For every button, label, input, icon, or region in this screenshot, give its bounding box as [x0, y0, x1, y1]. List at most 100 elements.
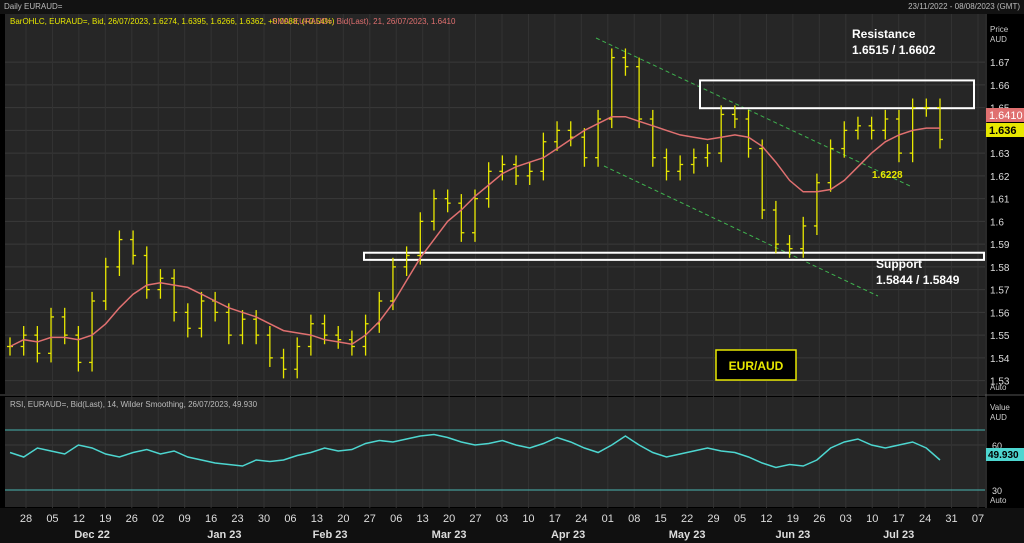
ohlc-legend: BarOHLC, EURAUD=, Bid, 26/07/2023, 1.627…: [10, 17, 335, 26]
sma-legend: SMA, EURAUD=, Bid(Last), 21, 26/07/2023,…: [272, 17, 456, 26]
rsi-value-tag: [986, 448, 1024, 461]
ohlc-bar: [813, 173, 820, 236]
x-day-label: 05: [734, 513, 746, 525]
price-tick-label: 1.53: [990, 377, 1010, 388]
ohlc-bar: [827, 139, 834, 192]
price-axis-unit: AUD: [990, 35, 1007, 44]
ohlc-bar: [772, 200, 779, 254]
ohlc-bar: [294, 337, 301, 379]
ohlc-bar: [266, 326, 273, 367]
rsi-auto-label[interactable]: Auto: [990, 496, 1007, 505]
x-month-label: Jun 23: [775, 529, 810, 541]
x-day-label: 23: [231, 513, 243, 525]
x-month-label: Dec 22: [74, 529, 109, 541]
ohlc-bar: [540, 132, 547, 181]
rsi-axis-title: Value: [990, 403, 1010, 412]
ohlc-bar: [745, 109, 752, 158]
ohlc-bar: [704, 144, 711, 167]
x-axis-panel: [0, 508, 1024, 543]
x-day-label: 19: [99, 513, 111, 525]
ohlc-bar: [718, 105, 725, 163]
ohlc-bar: [444, 189, 451, 213]
ohlc-bar: [253, 310, 260, 345]
ohlc-bar: [513, 155, 520, 185]
ohlc-bar: [171, 269, 178, 322]
ohlc-bar: [403, 246, 410, 276]
rsi-value-tag-text: 49.930: [988, 450, 1019, 461]
x-day-label: 06: [390, 513, 402, 525]
x-day-label: 13: [311, 513, 323, 525]
ohlc-bar: [731, 105, 738, 129]
resistance-zone: [699, 79, 975, 110]
price-grid: [5, 61, 985, 382]
rsi-reference-lines: [5, 429, 985, 491]
window-title: Daily EURAUD=: [4, 2, 63, 11]
ohlc-bar: [75, 326, 82, 372]
ohlc-bar: [198, 291, 205, 338]
ohlc-bar: [458, 194, 465, 242]
x-day-label: 20: [337, 513, 349, 525]
price-tick-label: 1.54: [990, 354, 1010, 365]
channel-lower-line: [603, 165, 879, 297]
ohlc-bar: [663, 148, 670, 181]
x-day-label: 30: [258, 513, 270, 525]
ohlc-bar: [882, 109, 889, 140]
ohlc-bar: [184, 303, 191, 338]
x-day-label: 12: [760, 513, 772, 525]
x-day-label: 05: [46, 513, 58, 525]
ohlc-bar: [499, 155, 506, 181]
ohlc-bar: [595, 109, 602, 167]
ohlc-bar: [854, 116, 861, 140]
x-month-label: Mar 23: [432, 529, 467, 541]
ohlc-bar: [225, 303, 232, 345]
ohlc-bar: [280, 348, 287, 379]
x-day-label: 28: [20, 513, 32, 525]
price-auto-label[interactable]: Auto: [990, 383, 1007, 392]
x-day-label: 03: [840, 513, 852, 525]
rsi-legend: RSI, EURAUD=, Bid(Last), 14, Wilder Smoo…: [10, 400, 258, 409]
ohlc-bar: [868, 116, 875, 140]
x-day-label: 10: [866, 513, 878, 525]
rsi-tick-label: 60: [992, 441, 1002, 451]
ohlc-bar: [430, 189, 437, 231]
ohlc-bar: [102, 257, 109, 311]
price-tick-label: 1.56: [990, 308, 1010, 319]
x-day-label: 22: [681, 513, 693, 525]
ohlc-bar: [89, 291, 96, 372]
ohlc-bar: [923, 98, 930, 117]
ohlc-bar: [677, 155, 684, 181]
support-title: Support: [876, 257, 922, 271]
pair-label: EUR/AUD: [729, 359, 784, 373]
rsi-tick-labels: 30 60: [992, 441, 1002, 496]
x-month-label: Jan 23: [207, 529, 241, 541]
ohlc-bar: [554, 121, 561, 151]
ohlc-bar: [389, 257, 396, 311]
x-day-label: 27: [469, 513, 481, 525]
ohlc-bar: [116, 230, 123, 276]
x-day-label: 09: [179, 513, 191, 525]
price-tick-label: 1.59: [990, 240, 1010, 251]
x-day-label: 13: [417, 513, 429, 525]
x-month-label: May 23: [669, 529, 706, 541]
sma-line: [9, 115, 940, 348]
ohlc-bar: [649, 109, 656, 167]
x-day-label: 03: [496, 513, 508, 525]
rsi-line: [9, 433, 941, 469]
price-tick-label: 1.6: [990, 217, 1004, 228]
x-day-label: 15: [655, 513, 667, 525]
ohlc-bar: [800, 216, 807, 258]
ohlc-bar: [48, 307, 55, 363]
ohlc-bar: [417, 212, 424, 265]
price-value-tag: [986, 123, 1024, 137]
rsi-tick-label: 30: [992, 486, 1002, 496]
rsi-axis-unit: AUD: [990, 413, 1007, 422]
x-day-label: 26: [126, 513, 138, 525]
ohlc-bar: [690, 148, 697, 174]
ohlc-bar: [239, 310, 246, 345]
price-value-tag-text: 1.636: [989, 125, 1017, 137]
x-day-label: 27: [364, 513, 376, 525]
x-day-label: 17: [549, 513, 561, 525]
x-grid: [25, 14, 979, 508]
x-day-label: 17: [893, 513, 905, 525]
